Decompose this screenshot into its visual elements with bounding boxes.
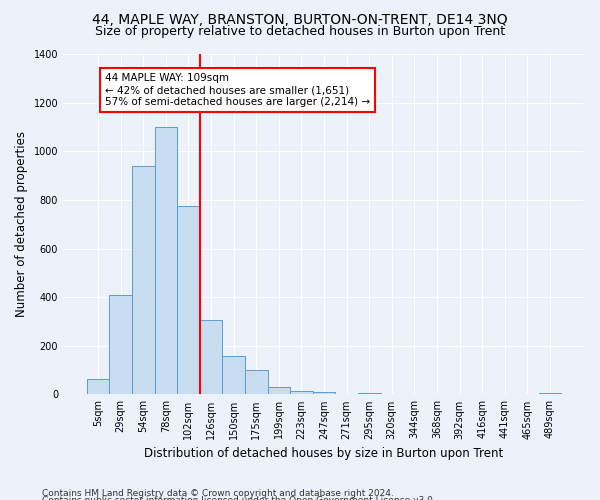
Bar <box>539 393 561 394</box>
X-axis label: Distribution of detached houses by size in Burton upon Trent: Distribution of detached houses by size … <box>145 447 503 460</box>
Bar <box>177 206 200 394</box>
Text: 44 MAPLE WAY: 109sqm
← 42% of detached houses are smaller (1,651)
57% of semi-de: 44 MAPLE WAY: 109sqm ← 42% of detached h… <box>105 74 370 106</box>
Bar <box>155 127 177 394</box>
Bar <box>87 378 109 394</box>
Bar <box>358 393 380 394</box>
Text: Size of property relative to detached houses in Burton upon Trent: Size of property relative to detached ho… <box>95 25 505 38</box>
Bar <box>245 370 268 394</box>
Bar <box>223 356 245 395</box>
Bar <box>268 387 290 394</box>
Bar <box>290 391 313 394</box>
Bar <box>313 392 335 394</box>
Text: Contains public sector information licensed under the Open Government Licence v3: Contains public sector information licen… <box>42 496 436 500</box>
Text: Contains HM Land Registry data © Crown copyright and database right 2024.: Contains HM Land Registry data © Crown c… <box>42 489 394 498</box>
Text: 44, MAPLE WAY, BRANSTON, BURTON-ON-TRENT, DE14 3NQ: 44, MAPLE WAY, BRANSTON, BURTON-ON-TRENT… <box>92 12 508 26</box>
Bar <box>132 166 155 394</box>
Bar <box>109 294 132 394</box>
Bar <box>200 320 223 394</box>
Y-axis label: Number of detached properties: Number of detached properties <box>15 131 28 317</box>
